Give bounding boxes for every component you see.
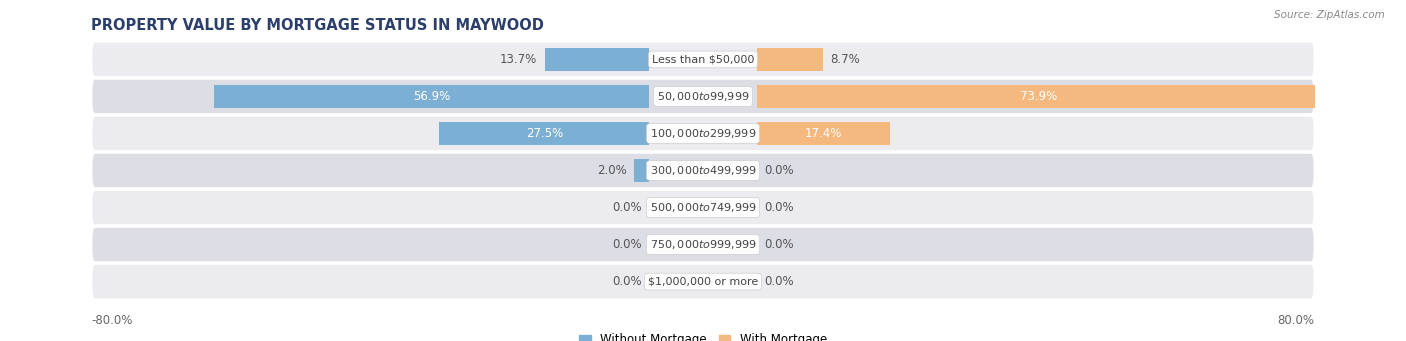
Legend: Without Mortgage, With Mortgage: Without Mortgage, With Mortgage [574,329,832,341]
Bar [756,48,823,71]
Text: 73.9%: 73.9% [1021,90,1057,103]
FancyBboxPatch shape [91,227,1315,262]
Text: 2.0%: 2.0% [596,164,627,177]
Bar [634,159,650,182]
FancyBboxPatch shape [91,79,1315,114]
Text: PROPERTY VALUE BY MORTGAGE STATUS IN MAYWOOD: PROPERTY VALUE BY MORTGAGE STATUS IN MAY… [91,18,544,33]
Bar [756,85,1322,108]
Bar [439,122,650,145]
Text: $100,000 to $299,999: $100,000 to $299,999 [650,127,756,140]
Text: Source: ZipAtlas.com: Source: ZipAtlas.com [1274,10,1385,20]
FancyBboxPatch shape [91,116,1315,151]
FancyBboxPatch shape [91,264,1315,299]
Text: 17.4%: 17.4% [804,127,842,140]
Text: 80.0%: 80.0% [1278,314,1315,327]
Text: 0.0%: 0.0% [612,238,641,251]
Text: $50,000 to $99,999: $50,000 to $99,999 [657,90,749,103]
Text: 0.0%: 0.0% [765,201,794,214]
FancyBboxPatch shape [91,153,1315,188]
Text: 8.7%: 8.7% [831,53,860,66]
Text: 56.9%: 56.9% [413,90,450,103]
Text: Less than $50,000: Less than $50,000 [652,55,754,64]
Text: $750,000 to $999,999: $750,000 to $999,999 [650,238,756,251]
Text: -80.0%: -80.0% [91,314,132,327]
Text: $1,000,000 or more: $1,000,000 or more [648,277,758,286]
Text: 13.7%: 13.7% [501,53,537,66]
Text: 0.0%: 0.0% [612,275,641,288]
Text: 27.5%: 27.5% [526,127,562,140]
Text: 0.0%: 0.0% [612,201,641,214]
Bar [544,48,650,71]
Text: $300,000 to $499,999: $300,000 to $499,999 [650,164,756,177]
FancyBboxPatch shape [91,190,1315,225]
Text: 0.0%: 0.0% [765,164,794,177]
Text: 0.0%: 0.0% [765,275,794,288]
FancyBboxPatch shape [91,42,1315,77]
Bar [215,85,650,108]
Bar [756,122,890,145]
Text: 0.0%: 0.0% [765,238,794,251]
Text: $500,000 to $749,999: $500,000 to $749,999 [650,201,756,214]
